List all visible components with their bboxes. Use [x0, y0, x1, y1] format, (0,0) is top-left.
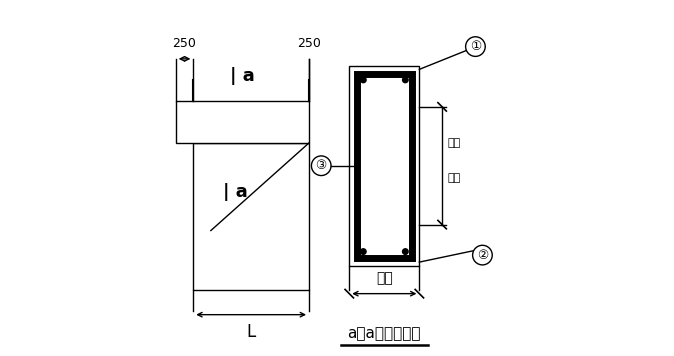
Text: ①: ① — [470, 40, 481, 53]
Text: 梁宽: 梁宽 — [448, 138, 461, 148]
Text: 250: 250 — [297, 37, 321, 50]
Text: 250: 250 — [173, 37, 197, 50]
Text: | a: | a — [230, 67, 255, 85]
Circle shape — [402, 249, 408, 255]
Circle shape — [361, 249, 366, 255]
Text: L: L — [247, 324, 255, 341]
Circle shape — [361, 77, 366, 83]
Text: 梁长: 梁长 — [448, 173, 461, 183]
Text: ③: ③ — [315, 159, 327, 172]
Bar — [357, 74, 412, 258]
Bar — [176, 101, 309, 143]
Text: 墙厚: 墙厚 — [376, 271, 393, 285]
Text: | a: | a — [223, 183, 248, 201]
Bar — [193, 143, 309, 290]
Text: ②: ② — [477, 248, 488, 262]
Circle shape — [402, 77, 408, 83]
Text: a－a过梁剖面图: a－a过梁剖面图 — [348, 326, 421, 341]
Bar — [349, 66, 419, 266]
